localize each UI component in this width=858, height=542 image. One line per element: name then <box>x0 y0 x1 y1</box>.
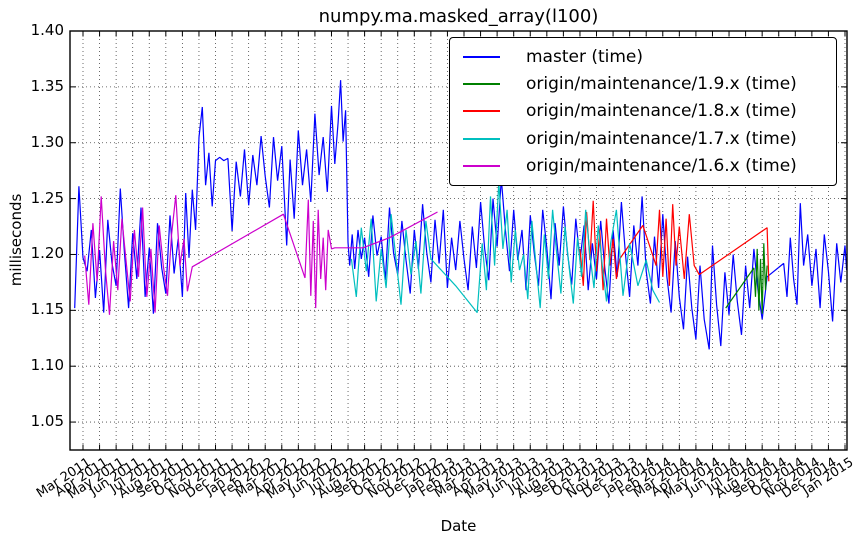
series-line-origin-maintenance-1.8.x-time <box>579 200 770 291</box>
legend-item: master (time) <box>450 44 836 70</box>
legend-label: origin/maintenance/1.8.x (time) <box>526 101 797 122</box>
legend-label: origin/maintenance/1.7.x (time) <box>526 128 797 149</box>
y-tick-label: 1.25 <box>30 188 64 207</box>
x-axis-label: Date <box>440 517 477 535</box>
y-tick-label: 1.20 <box>30 244 64 263</box>
legend-item: origin/maintenance/1.7.x (time) <box>450 126 836 152</box>
series-line-origin-maintenance-1.7.x-time <box>350 181 661 313</box>
legend-item: origin/maintenance/1.9.x (time) <box>450 71 836 97</box>
legend-item: origin/maintenance/1.8.x (time) <box>450 98 836 124</box>
legend-line-swatch <box>463 165 500 168</box>
plot-frame <box>69 30 848 451</box>
legend-line-swatch <box>463 83 500 86</box>
y-tick-label: 1.15 <box>30 300 64 319</box>
series-line-origin-maintenance-1.9.x-time <box>725 243 768 314</box>
legend-line-swatch <box>463 110 500 113</box>
y-tick-label: 1.40 <box>30 21 64 39</box>
y-tick-label: 1.10 <box>30 356 64 375</box>
legend-line-swatch <box>463 137 500 140</box>
chart-title: numpy.ma.masked_array(l100) <box>318 6 599 27</box>
legend-label: origin/maintenance/1.6.x (time) <box>526 156 797 177</box>
y-tick-label: 1.05 <box>30 412 64 431</box>
legend-label: origin/maintenance/1.9.x (time) <box>526 74 797 95</box>
legend-item: origin/maintenance/1.6.x (time) <box>450 153 836 179</box>
y-tick-label: 1.35 <box>30 76 64 95</box>
series-line-master-time <box>74 80 847 350</box>
series-line-origin-maintenance-1.6.x-time <box>84 195 438 315</box>
y-tick-label: 1.30 <box>30 132 64 151</box>
legend-line-swatch <box>463 55 500 58</box>
legend: master (time) origin/maintenance/1.9.x (t… <box>449 37 837 186</box>
legend-label: master (time) <box>526 46 644 67</box>
